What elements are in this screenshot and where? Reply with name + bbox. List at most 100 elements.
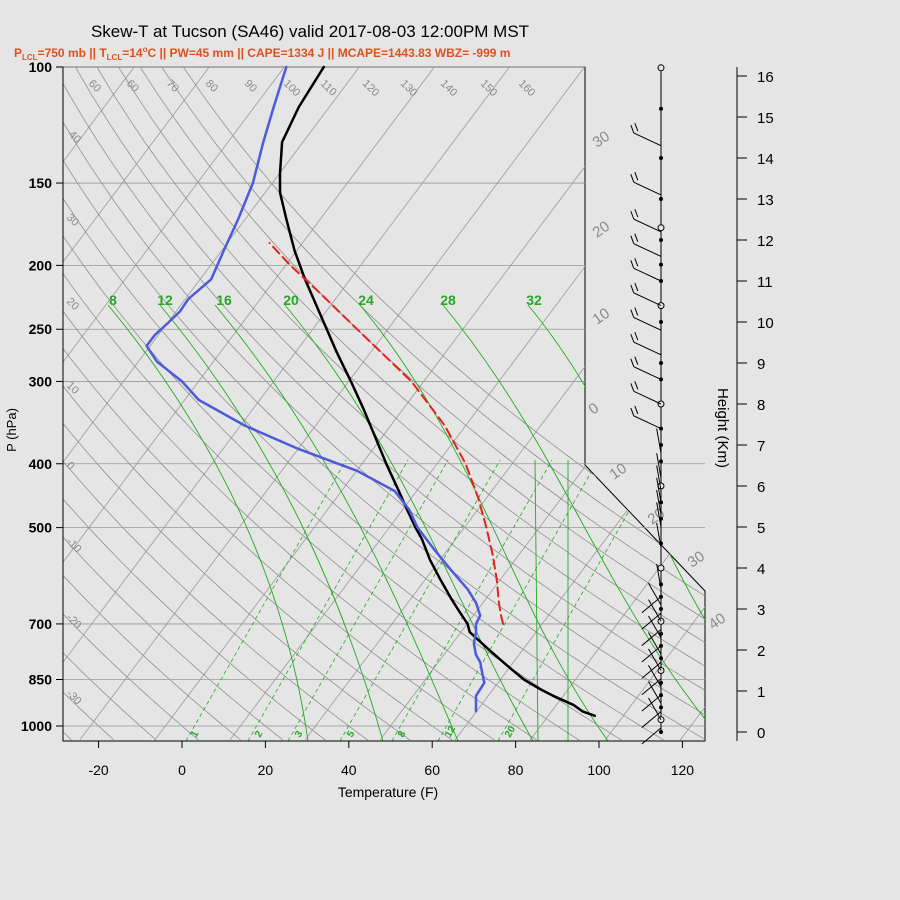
wind-barb [641,694,662,712]
isobar-grid [63,66,705,727]
dry-adiabat-line [63,67,284,741]
dry-adiabat-line [63,67,580,741]
wind-barb [648,664,662,688]
dry-adiabat-label: 130 [398,78,419,99]
height-tick-label: 0 [757,725,765,742]
isotherm-line [755,67,900,740]
isotherm-label: 10 [607,460,630,483]
wind-dot [659,156,663,160]
wind-barb [633,415,662,430]
wind-barb [633,341,662,356]
mixing-ratio-line [497,459,659,741]
y-tick-label: 200 [29,257,53,273]
height-tick-label: 7 [757,438,765,455]
isotherm-label: 20 [590,218,613,241]
isotherm-line [379,67,705,741]
mixing-ratio-label: 20 [503,724,518,740]
y-axis-title: P (hPa) [4,408,19,452]
wind-dot [659,705,663,710]
temperature-line [278,65,597,718]
y-tick-label: 500 [29,520,53,536]
height-tick-label: 15 [757,110,774,127]
wind-barb-feather [634,258,639,267]
dry-adiabat-label: 100 [281,78,302,99]
moist-adiabat-grid [107,304,705,741]
wind-ring [657,564,665,572]
dry-adiabat-label: 90 [242,78,259,95]
dry-adiabat-label: 110 [318,78,339,99]
moist-adiabat-label: 20 [283,292,299,308]
wind-barb [633,243,662,257]
wind-barb-feather [630,284,635,294]
wind-barb-feather [630,407,635,417]
dry-adiabat-line [63,67,705,741]
dry-adiabat-line [75,67,705,741]
wind-barb [656,428,662,454]
x-tick-label: 60 [424,762,440,778]
height-tick-label: 3 [757,602,765,619]
chart-subtitle: PLCL=750 mb || TLCL=14oC || PW=45 mm || … [14,45,510,62]
x-tick-label: 40 [341,762,357,778]
dry-adiabat-line [63,67,705,741]
dry-adiabat-line [96,67,705,741]
mixing-ratio-label: 1 [189,729,202,740]
dry-adiabat-label: -30 [64,688,84,708]
dewpoint-line [145,65,486,713]
dry-adiabat-line [0,67,29,740]
dry-adiabat-line [63,67,368,741]
wind-barb [641,596,662,614]
dry-adiabat-line [63,67,705,741]
x-axis-title: Temperature (F) [338,784,438,800]
wind-barb [648,599,662,622]
y-tick-label: 100 [29,59,53,75]
isotherm-line [79,67,585,741]
isotherm-label: 30 [590,128,613,151]
y-tick-label: 700 [29,616,53,632]
isotherm-label: 40 [706,610,729,633]
wind-barb [633,292,662,307]
mixing-ratio-label: 8 [396,729,409,740]
wind-barb-feather [630,235,635,244]
dry-adiabat-line [63,67,411,741]
wind-dot [659,730,663,734]
moist-adiabat-line [359,304,609,741]
wind-barb [633,390,662,405]
wind-barb [648,582,662,606]
mixing-ratio-grid [185,459,659,741]
mixing-ratio-line [437,459,599,741]
x-tick-label: 80 [508,762,524,778]
dry-adiabat-label: -20 [64,612,84,632]
dry-adiabat-line [182,67,705,741]
dry-adiabat-label: 60 [86,78,103,95]
isotherm-line [679,67,705,741]
chart-title: Skew-T at Tucson (SA46) valid 2017-08-03… [91,22,529,41]
wind-barbs [630,64,665,745]
moist-adiabat-label: 32 [526,292,542,308]
wind-barb-feather [634,405,639,415]
wind-barb [633,317,662,331]
wind-barb [633,218,662,233]
moist-adiabat-label: 12 [157,292,173,308]
wind-barb [656,477,662,503]
wind-dot [659,320,663,324]
wind-barb [648,648,662,671]
wind-dot [659,680,663,685]
dry-adiabat-line [63,67,453,741]
moist-adiabat-line [284,304,534,741]
height-tick-label: 1 [757,684,765,701]
isotherm-line [63,67,135,741]
height-tick-label: 4 [757,561,765,578]
moist-adiabat-label: 28 [440,292,456,308]
wind-ring [657,224,665,232]
wind-barb-feather [630,210,635,220]
dry-adiabat-label: 30 [64,212,81,229]
mixing-ratio-line [391,459,553,741]
wind-dot [659,361,663,365]
height-tick-label: 16 [757,69,774,86]
dry-adiabat-label: 20 [64,296,81,313]
y-tick-label: 150 [29,175,53,191]
moist-adiabat-line [107,304,309,741]
height-axis-title: Height (Km) [714,388,731,468]
wind-barb-feather [630,309,635,318]
